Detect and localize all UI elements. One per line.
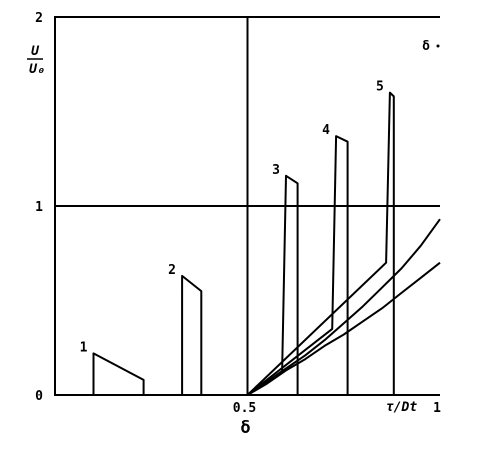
pulse-label-4: 4	[322, 123, 330, 138]
labels: 1 2 3 4 5 0 1 2 0.5 1 U U₀ δ τ/Dt δ	[27, 11, 441, 438]
pulse-label-5: 5	[376, 80, 384, 95]
y-label-denominator: U₀	[29, 62, 45, 77]
pulse-label-1: 1	[80, 340, 88, 355]
x-end-label: τ/Dt	[386, 400, 417, 415]
speck	[436, 44, 440, 48]
pulse-4	[246, 135, 349, 396]
corner-label: δ	[422, 39, 430, 54]
y-tick-0: 0	[35, 389, 43, 404]
pulse-2	[181, 274, 203, 395]
pulse-5	[246, 91, 395, 396]
pulse-1	[92, 352, 145, 395]
grid-lines	[55, 17, 440, 395]
pulse-label-2: 2	[168, 263, 176, 278]
y-tick-2: 2	[35, 11, 43, 26]
x-axis-label: δ	[240, 418, 250, 438]
pulse-3	[246, 174, 299, 396]
y-label-numerator: U	[31, 44, 40, 59]
x-tick-1: 1	[433, 401, 441, 416]
pulse-label-3: 3	[272, 163, 280, 178]
curves	[92, 91, 441, 396]
x-tick-0.5: 0.5	[233, 401, 256, 416]
y-tick-1: 1	[35, 200, 43, 215]
